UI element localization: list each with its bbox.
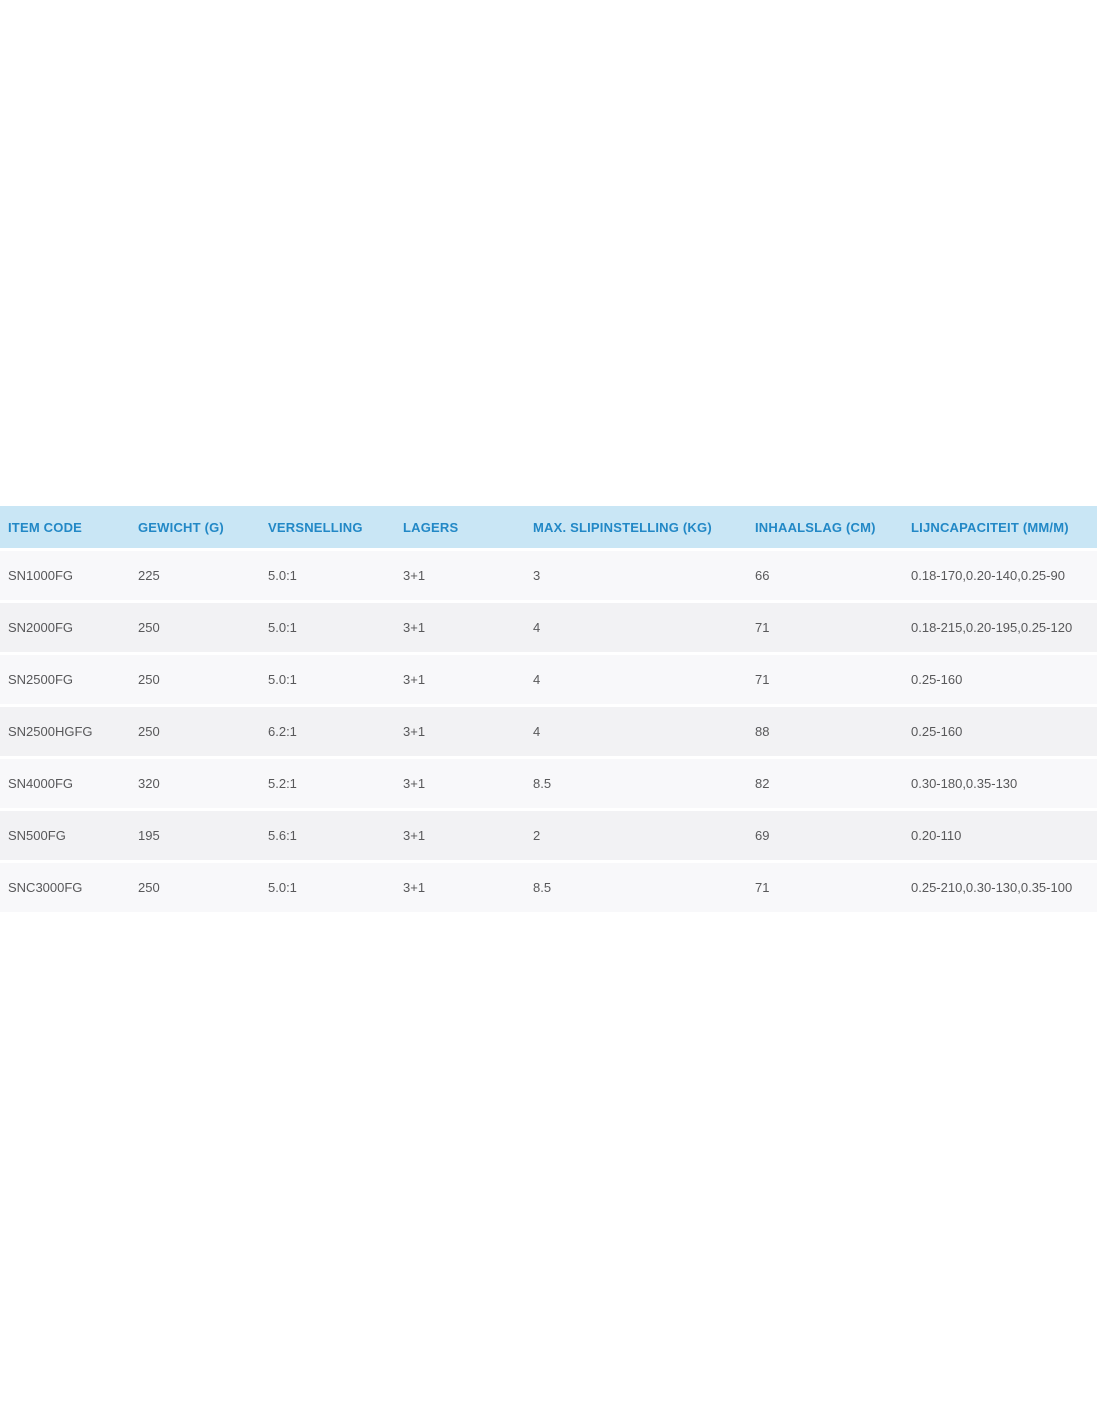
header-row: ITEM CODE GEWICHT (G) VERSNELLING LAGERS MAX…	[0, 506, 1097, 548]
column-header-lijncapaciteit: LIJNCAPACITEIT (MM/M)	[903, 506, 1097, 548]
cell-versnelling: 5.0:1	[260, 863, 395, 912]
column-header-item-code: ITEM CODE	[0, 506, 130, 548]
cell-inhaalslag: 88	[747, 707, 903, 756]
cell-lijncapaciteit: 0.25-160	[903, 707, 1097, 756]
cell-item-code: SN2500HGFG	[0, 707, 130, 756]
table-body: SN1000FG 225 5.0:1 3+1 3 66 0.18-170,0.20-140,…	[0, 551, 1097, 912]
cell-lagers: 3+1	[395, 811, 525, 860]
cell-versnelling: 5.2:1	[260, 759, 395, 808]
cell-gewicht: 250	[130, 863, 260, 912]
cell-max-slipinstelling: 4	[525, 655, 747, 704]
cell-versnelling: 5.6:1	[260, 811, 395, 860]
cell-gewicht: 250	[130, 655, 260, 704]
cell-lagers: 3+1	[395, 863, 525, 912]
table-header: ITEM CODE GEWICHT (G) VERSNELLING LAGERS MAX…	[0, 506, 1097, 548]
cell-lijncapaciteit: 0.18-170,0.20-140,0.25-90	[903, 551, 1097, 600]
cell-versnelling: 6.2:1	[260, 707, 395, 756]
column-header-inhaalslag: INHAALSLAG (CM)	[747, 506, 903, 548]
cell-lijncapaciteit: 0.25-160	[903, 655, 1097, 704]
cell-inhaalslag: 69	[747, 811, 903, 860]
cell-item-code: SN4000FG	[0, 759, 130, 808]
product-spec-table-section: ITEM CODE GEWICHT (G) VERSNELLING LAGERS MAX…	[0, 503, 1097, 915]
cell-max-slipinstelling: 3	[525, 551, 747, 600]
table-row: SN2500HGFG 250 6.2:1 3+1 4 88 0.25-160	[0, 707, 1097, 756]
cell-inhaalslag: 71	[747, 863, 903, 912]
table-row: SNC3000FG 250 5.0:1 3+1 8.5 71 0.25-210,0.30-1…	[0, 863, 1097, 912]
table-row: SN4000FG 320 5.2:1 3+1 8.5 82 0.30-180,0.35-13…	[0, 759, 1097, 808]
column-header-gewicht: GEWICHT (G)	[130, 506, 260, 548]
cell-max-slipinstelling: 4	[525, 603, 747, 652]
table-row: SN2500FG 250 5.0:1 3+1 4 71 0.25-160	[0, 655, 1097, 704]
product-spec-table: ITEM CODE GEWICHT (G) VERSNELLING LAGERS MAX…	[0, 503, 1097, 915]
cell-lagers: 3+1	[395, 759, 525, 808]
cell-lijncapaciteit: 0.18-215,0.20-195,0.25-120	[903, 603, 1097, 652]
table-row: SN500FG 195 5.6:1 3+1 2 69 0.20-110	[0, 811, 1097, 860]
cell-gewicht: 195	[130, 811, 260, 860]
cell-item-code: SN500FG	[0, 811, 130, 860]
cell-lijncapaciteit: 0.25-210,0.30-130,0.35-100	[903, 863, 1097, 912]
cell-gewicht: 225	[130, 551, 260, 600]
cell-versnelling: 5.0:1	[260, 551, 395, 600]
cell-max-slipinstelling: 8.5	[525, 863, 747, 912]
cell-versnelling: 5.0:1	[260, 655, 395, 704]
cell-lagers: 3+1	[395, 603, 525, 652]
cell-gewicht: 320	[130, 759, 260, 808]
cell-lagers: 3+1	[395, 707, 525, 756]
cell-item-code: SN2000FG	[0, 603, 130, 652]
cell-gewicht: 250	[130, 707, 260, 756]
cell-inhaalslag: 66	[747, 551, 903, 600]
cell-item-code: SN2500FG	[0, 655, 130, 704]
cell-inhaalslag: 82	[747, 759, 903, 808]
cell-max-slipinstelling: 8.5	[525, 759, 747, 808]
cell-item-code: SNC3000FG	[0, 863, 130, 912]
cell-lijncapaciteit: 0.20-110	[903, 811, 1097, 860]
cell-inhaalslag: 71	[747, 655, 903, 704]
cell-inhaalslag: 71	[747, 603, 903, 652]
cell-gewicht: 250	[130, 603, 260, 652]
column-header-versnelling: VERSNELLING	[260, 506, 395, 548]
column-header-lagers: LAGERS	[395, 506, 525, 548]
column-header-max-slipinstelling: MAX. SLIPINSTELLING (KG)	[525, 506, 747, 548]
cell-max-slipinstelling: 4	[525, 707, 747, 756]
cell-item-code: SN1000FG	[0, 551, 130, 600]
table-row: SN2000FG 250 5.0:1 3+1 4 71 0.18-215,0.20-195,…	[0, 603, 1097, 652]
cell-lagers: 3+1	[395, 655, 525, 704]
table-row: SN1000FG 225 5.0:1 3+1 3 66 0.18-170,0.20-140,…	[0, 551, 1097, 600]
cell-versnelling: 5.0:1	[260, 603, 395, 652]
cell-lagers: 3+1	[395, 551, 525, 600]
cell-max-slipinstelling: 2	[525, 811, 747, 860]
cell-lijncapaciteit: 0.30-180,0.35-130	[903, 759, 1097, 808]
